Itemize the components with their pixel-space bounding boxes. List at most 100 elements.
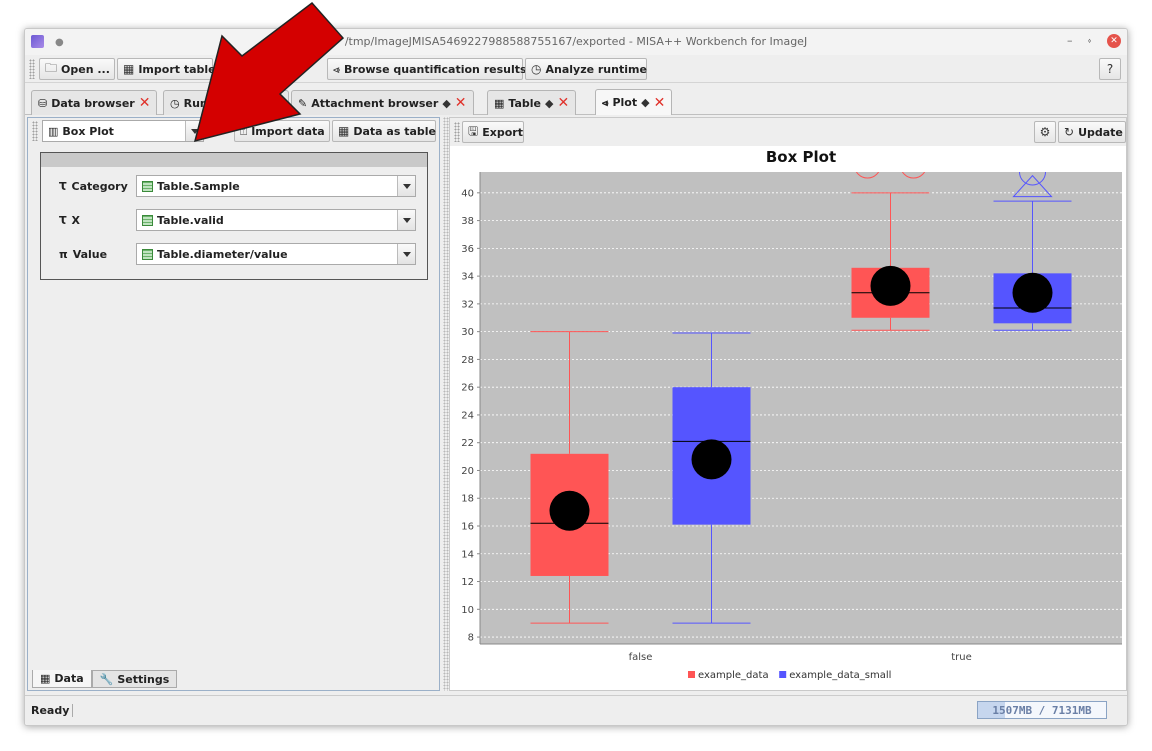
wrench-icon: 🔧 [99, 672, 114, 686]
bar-chart-icon: ▥ [48, 124, 59, 138]
chevron-down-icon[interactable] [397, 210, 415, 230]
chart-title: Box Plot [766, 148, 836, 166]
category-select[interactable]: Table.Sample [136, 175, 416, 197]
table-icon: ▦ [40, 672, 51, 685]
tab-runtime[interactable]: ◷ Runt [163, 90, 289, 115]
x-tick-label: false [629, 652, 653, 663]
legend-label: example_data [698, 670, 769, 681]
box-plot-chart[interactable]: Box Plot 8 10 12 14 16 18 20 22 24 26 28 30 32 34 36 38 4… [450, 146, 1126, 690]
far-outlier-marker [1012, 174, 1053, 198]
export-button[interactable]: 🖫 Export [462, 121, 524, 143]
value-select[interactable]: Table.diameter/value [136, 243, 416, 265]
tab-data[interactable]: ▦ Data [32, 670, 92, 688]
close-tab-icon[interactable]: ✕ [557, 95, 570, 111]
tab-plot[interactable]: ⩹ Plot ◆ ✕ [595, 89, 673, 115]
tag-icon[interactable]: ◆ [641, 96, 650, 109]
chevron-down-icon[interactable] [397, 176, 415, 196]
save-icon: 🖫 [468, 123, 479, 138]
browse-quantification-button[interactable]: ⩹ Browse quantification results [327, 58, 527, 80]
mean-marker [691, 439, 732, 480]
outlier-point [855, 172, 880, 179]
tab-attachment-browser[interactable]: ✎ Attachment browser ◆ ✕ [291, 90, 474, 115]
folder-icon: 🗀 [45, 60, 58, 75]
x-select[interactable]: Table.valid [136, 209, 416, 231]
category-value: Table.Sample [157, 179, 240, 193]
table-column-icon [142, 214, 153, 226]
status-text: Ready [31, 704, 74, 717]
tab-label: Data browser [51, 96, 135, 110]
help-button[interactable]: ? [1099, 58, 1121, 80]
legend-swatch [688, 671, 695, 678]
mean-marker [549, 490, 590, 531]
y-tick-label: 26 [461, 383, 474, 394]
minimize-icon[interactable]: – [1067, 34, 1073, 47]
close-tab-icon[interactable]: ✕ [653, 94, 666, 111]
toolbar-grip[interactable] [454, 122, 460, 142]
tab-table[interactable]: ▦ Table ◆ ✕ [487, 90, 577, 115]
update-label: Update [1078, 125, 1123, 139]
tag-icon[interactable]: ◆ [442, 96, 451, 110]
plot-type-value: Box Plot [62, 124, 114, 138]
form-header [41, 153, 427, 167]
tab-settings[interactable]: 🔧 Settings [91, 670, 178, 688]
outlier-point [1019, 172, 1046, 186]
y-tick-label: 12 [461, 577, 474, 588]
close-icon[interactable]: ✕ [1107, 34, 1121, 48]
help-icon: ? [1106, 62, 1114, 76]
tab-label: Plot [612, 96, 638, 109]
main-toolbar: 🗀 Open ... ▦ Import table ⩹ Browse quant… [25, 55, 1127, 83]
tab-label: Data [54, 672, 84, 685]
legend-label: example_data_small [789, 670, 891, 681]
field-label: X [71, 214, 80, 227]
y-tick-label: 40 [461, 188, 474, 199]
import-table-button[interactable]: ▦ Import table [117, 58, 216, 80]
close-tab-icon[interactable]: ✕ [454, 95, 467, 111]
table-icon: ▦ [338, 124, 350, 138]
table-icon: ▦ [494, 96, 505, 110]
y-tick-label: 18 [461, 494, 474, 505]
mean-marker [870, 265, 911, 306]
chart-icon: ⩹ [602, 95, 609, 109]
memory-indicator[interactable]: 1507MB / 7131MB [977, 701, 1107, 719]
export-label: Export [482, 125, 523, 139]
toolbar-grip[interactable] [32, 121, 38, 141]
table-column-icon [142, 180, 153, 192]
numeric-type-icon: π [59, 248, 68, 261]
window-menu-dot-icon[interactable]: ● [55, 37, 64, 48]
settings-button[interactable]: ⚙ [1034, 121, 1056, 143]
gear-icon: ⚙ [1039, 125, 1051, 139]
document-tabs: ⛁ Data browser ✕ ◷ Runt ✎ Attachment bro… [25, 85, 1127, 115]
x-value: Table.valid [157, 213, 224, 227]
split-pane-divider[interactable] [443, 117, 449, 691]
plot-type-select[interactable]: ▥ Box Plot [42, 120, 204, 142]
chevron-down-icon[interactable] [185, 121, 203, 141]
tab-data-browser[interactable]: ⛁ Data browser ✕ [31, 90, 158, 115]
analyze-runtime-button[interactable]: ◷ Analyze runtime [525, 58, 647, 80]
field-label: Category [71, 180, 128, 193]
maximize-icon[interactable]: ⬫ [1088, 34, 1092, 47]
y-tick-label: 8 [468, 633, 474, 644]
table-icon: ▦ [123, 62, 135, 76]
y-tick-label: 14 [461, 549, 474, 560]
field-label: Value [72, 248, 108, 261]
toolbar-grip[interactable] [29, 59, 35, 79]
import-icon: ⍐ [240, 123, 248, 138]
tab-label: Settings [117, 672, 170, 686]
import-data-button[interactable]: ⍐ Import data [234, 120, 330, 142]
tab-label: Attachment browser [311, 96, 439, 110]
data-as-table-label: Data as table [353, 124, 436, 138]
close-tab-icon[interactable]: ✕ [138, 95, 151, 111]
tag-icon[interactable]: ◆ [545, 96, 554, 110]
y-tick-label: 24 [461, 410, 474, 421]
clock-icon: ◷ [531, 62, 542, 76]
update-button[interactable]: ↻ Update [1058, 121, 1126, 143]
data-as-table-button[interactable]: ▦ Data as table [332, 120, 436, 142]
status-bar: Ready 1507MB / 7131MB [25, 695, 1127, 725]
clock-icon: ◷ [170, 96, 180, 110]
string-type-icon: Ꚍ [59, 180, 67, 193]
y-tick-label: 32 [461, 299, 474, 310]
chevron-down-icon[interactable] [397, 244, 415, 264]
plot-data-panel: ▥ Box Plot ⍐ Import data ▦ Data as table… [27, 117, 440, 691]
open-button[interactable]: 🗀 Open ... [39, 58, 115, 80]
